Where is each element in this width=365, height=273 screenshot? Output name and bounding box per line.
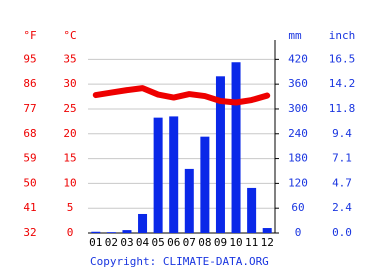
precipitation-bar [122, 230, 132, 233]
alt-axis-unit: °F [23, 29, 36, 42]
y-tick-label: 15 [63, 152, 76, 165]
y-alt-tick-label: 77 [23, 102, 36, 115]
y2-tick-label: 360 [288, 77, 308, 90]
y-alt-tick-label: 68 [23, 127, 36, 140]
precipitation-bar [215, 76, 225, 233]
y-tick-label: 30 [63, 77, 76, 90]
axis-unit: mm [288, 29, 302, 42]
y-tick-label: 10 [63, 176, 76, 189]
precipitation-bar [262, 228, 272, 233]
y2-alt-tick-label: 0.0 [332, 226, 352, 239]
y-tick-label: 20 [63, 127, 76, 140]
x-tick-label: 07 [183, 236, 196, 249]
y-tick-label: 5 [67, 201, 74, 214]
y2-alt-tick-label: 14.2 [329, 77, 356, 90]
x-tick-label: 03 [120, 236, 133, 249]
y2-tick-label: 300 [288, 102, 308, 115]
y2-tick-label: 60 [291, 201, 304, 214]
y-alt-tick-label: 95 [23, 52, 36, 65]
x-tick-label: 09 [214, 236, 227, 249]
y-tick-label: 0 [67, 226, 74, 239]
x-tick-label: 12 [261, 236, 274, 249]
y-alt-tick-label: 41 [23, 201, 36, 214]
precipitation-bar [247, 187, 257, 233]
precipitation-bar [138, 213, 148, 233]
precipitation-bar [169, 116, 179, 233]
y-alt-tick-label: 59 [23, 152, 36, 165]
x-tick-label: 02 [105, 236, 118, 249]
y2-tick-label: 120 [288, 176, 308, 189]
x-tick-label: 08 [198, 236, 211, 249]
y2-alt-tick-label: 11.8 [329, 102, 356, 115]
y-tick-label: 35 [63, 52, 76, 65]
y2-alt-tick-label: 16.5 [329, 52, 356, 65]
y2-alt-tick-label: 9.4 [332, 127, 352, 140]
y-tick-label: 25 [63, 102, 76, 115]
axis-unit: °C [63, 29, 76, 42]
precipitation-bar [91, 231, 101, 233]
y-alt-tick-label: 50 [23, 176, 36, 189]
y2-tick-label: 240 [288, 127, 308, 140]
y2-alt-tick-label: 2.4 [332, 201, 352, 214]
y2-alt-tick-label: 4.7 [332, 176, 352, 189]
x-tick-label: 05 [152, 236, 165, 249]
source: Copyright: CLIMATE-DATA.ORG [90, 255, 269, 268]
y-alt-tick-label: 32 [23, 226, 36, 239]
y2-tick-label: 180 [288, 152, 308, 165]
x-tick-label: 06 [167, 236, 180, 249]
x-tick-label: 11 [245, 236, 258, 249]
precipitation-bar [231, 62, 241, 233]
alt-axis-unit: inch [329, 29, 356, 42]
x-tick-label: 01 [89, 236, 102, 249]
precipitation-bar [184, 168, 194, 233]
x-tick-label: 10 [229, 236, 242, 249]
temperature-line [92, 85, 271, 106]
x-tick-label: 04 [136, 236, 150, 249]
y2-tick-label: 0 [295, 226, 302, 239]
y2-tick-label: 420 [288, 52, 308, 65]
y2-alt-tick-label: 7.1 [332, 152, 352, 165]
precipitation-bar [200, 136, 210, 233]
precipitation-bar [153, 117, 163, 233]
y-alt-tick-label: 86 [23, 77, 36, 90]
precipitation-bar [106, 232, 116, 233]
